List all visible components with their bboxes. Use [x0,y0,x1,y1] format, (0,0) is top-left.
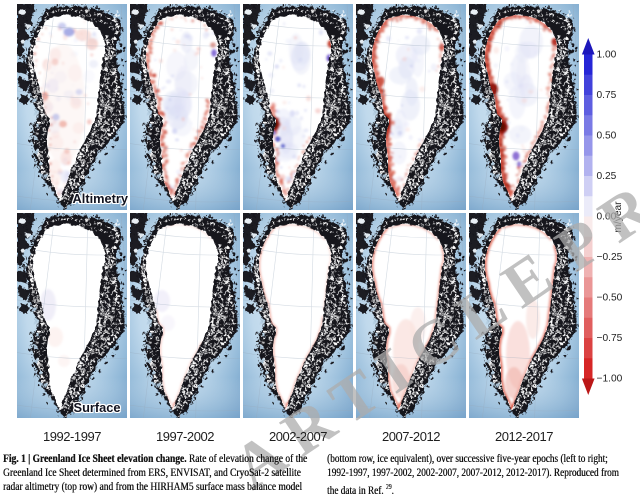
svg-text:0.75: 0.75 [597,90,617,101]
svg-text:−0.25: −0.25 [597,252,623,263]
svg-text:m/year: m/year [613,201,624,233]
svg-text:0.25: 0.25 [597,171,617,182]
svg-text:0.50: 0.50 [597,131,617,142]
svg-text:−1.00: −1.00 [597,374,623,385]
svg-text:−0.75: −0.75 [597,333,623,344]
svg-text:−0.50: −0.50 [597,293,623,304]
svg-text:1.00: 1.00 [597,50,617,61]
svg-text:0.00: 0.00 [597,212,617,223]
